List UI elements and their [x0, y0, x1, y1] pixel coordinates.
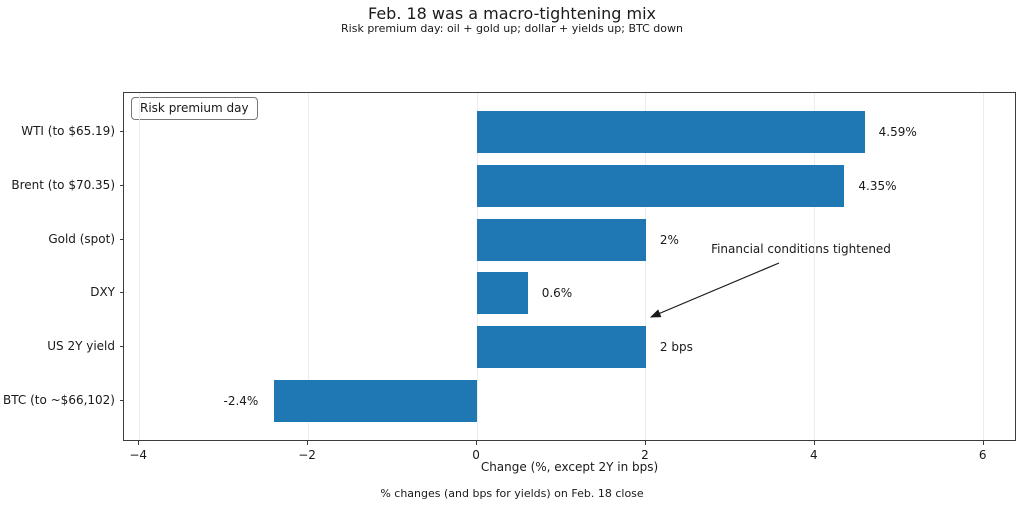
- y-tick-mark: [120, 346, 124, 348]
- x-gridline: [645, 93, 647, 440]
- y-tick-mark: [120, 400, 124, 401]
- x-tick-label: −2: [298, 448, 316, 462]
- bar: [274, 380, 478, 422]
- bar-value-label: 0.6%: [541, 286, 573, 301]
- x-tick-mark: [982, 441, 984, 445]
- bar: [477, 326, 646, 369]
- x-tick-mark: [644, 441, 646, 445]
- annotation-text: Financial conditions tightened: [711, 242, 891, 256]
- x-tick-mark: [813, 441, 815, 445]
- bar-value-label: 4.35%: [858, 178, 897, 193]
- x-tick-label: 6: [978, 448, 987, 462]
- y-tick-label: Brent (to $70.35): [11, 177, 115, 192]
- x-tick-mark: [476, 441, 478, 445]
- bar-value-label: 2%: [659, 232, 679, 247]
- bar: [477, 272, 528, 315]
- chart-title: Feb. 18 was a macro-tightening mix: [367, 4, 657, 23]
- x-gridline: [814, 93, 816, 440]
- y-tick-mark: [120, 238, 124, 240]
- footer-note: % changes (and bps for yields) on Feb. 1…: [380, 487, 644, 500]
- y-tick-label: Gold (spot): [48, 231, 115, 246]
- x-tick-label: 0: [472, 448, 480, 462]
- x-axis-label: Change (%, except 2Y in bps): [480, 460, 659, 474]
- bar-value-label: -2.4%: [223, 394, 259, 408]
- x-tick-mark: [307, 441, 309, 445]
- x-tick-label: 4: [810, 448, 818, 462]
- chart-subtitle: Risk premium day: oil + gold up; dollar …: [341, 22, 683, 35]
- x-gridline: [983, 93, 985, 440]
- x-tick-label: −4: [129, 448, 148, 462]
- x-gridline: [138, 93, 140, 440]
- legend-label: Risk premium day: [140, 101, 249, 115]
- x-gridline: [307, 93, 309, 440]
- x-gridline: [476, 93, 478, 440]
- x-tick-label: 2: [641, 448, 649, 462]
- y-tick-label: US 2Y yield: [47, 339, 115, 354]
- y-tick-label: DXY: [90, 285, 115, 300]
- y-tick-label: WTI (to $65.19): [21, 124, 115, 138]
- plot-area: Risk premium day Financial conditions ti…: [123, 92, 1016, 441]
- y-tick-mark: [120, 131, 124, 132]
- legend-box: Risk premium day: [131, 97, 258, 120]
- y-tick-mark: [120, 184, 124, 186]
- bar: [477, 218, 646, 261]
- y-tick-label: BTC (to ~$66,102): [3, 393, 115, 407]
- bar-value-label: 4.59%: [878, 125, 917, 139]
- bar: [477, 164, 845, 207]
- x-tick-mark: [138, 441, 140, 445]
- y-tick-mark: [120, 292, 124, 294]
- bar-value-label: 2 bps: [659, 340, 693, 355]
- bar: [477, 111, 865, 153]
